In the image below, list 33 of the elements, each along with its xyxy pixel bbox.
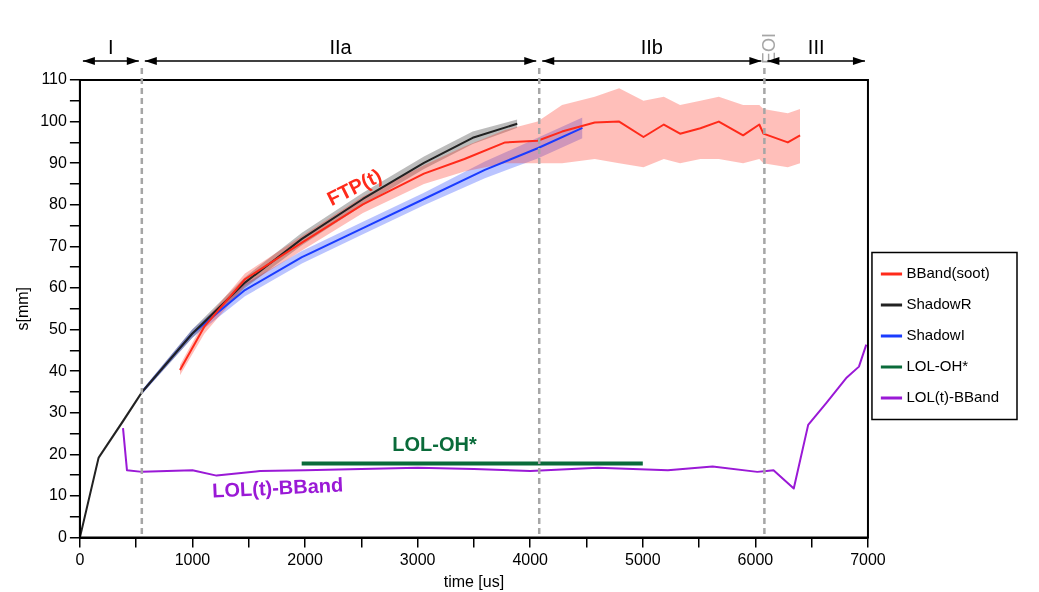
x-tick-label: 2000	[287, 550, 323, 568]
x-tick-label: 7000	[850, 550, 886, 568]
legend-label: ShadowR	[906, 295, 972, 313]
x-tick-label: 6000	[737, 550, 774, 568]
x-axis-title: time [us]	[443, 572, 505, 590]
y-tick-label: 60	[49, 278, 67, 296]
x-tick-label: 5000	[625, 550, 661, 568]
x-tick-label: 0	[75, 550, 85, 568]
x-tick-label: 1000	[174, 550, 211, 568]
y-tick-label: 10	[49, 486, 67, 504]
legend-label: ShadowI	[906, 326, 965, 344]
y-tick-label: 80	[49, 195, 67, 213]
y-tick-label: 70	[49, 236, 67, 254]
text: I	[108, 35, 114, 58]
legend-label: LOL-OH*	[906, 357, 969, 375]
legend-label: LOL(t)-BBand	[906, 388, 1000, 406]
y-tick-label: 30	[49, 403, 67, 421]
x-tick-label: 4000	[512, 550, 549, 568]
y-axis-title: s[mm]	[14, 287, 32, 331]
annotation: LOL-OH*	[392, 433, 477, 456]
y-tick-label: 0	[57, 528, 67, 546]
legend-label: BBand(soot)	[906, 264, 990, 282]
y-tick-label: 110	[41, 70, 67, 88]
text: III	[807, 35, 825, 58]
annotation: LOL(t)-BBand	[211, 473, 344, 502]
y-tick-label: 90	[49, 153, 67, 171]
y-tick-label: 50	[49, 320, 67, 338]
y-tick-label: 100	[40, 112, 67, 130]
text: IIa	[329, 35, 353, 58]
text: IIb	[640, 35, 663, 58]
x-tick-label: 3000	[399, 550, 436, 568]
y-tick-label: 40	[49, 361, 67, 379]
y-tick-label: 20	[49, 444, 67, 462]
